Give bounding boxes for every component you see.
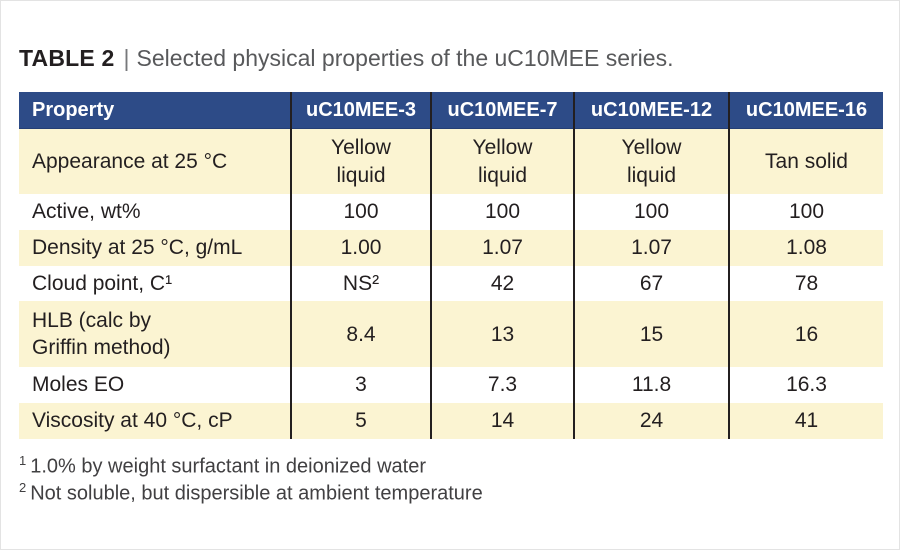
table-title-label: TABLE 2 [19,45,115,71]
value-cell: NS² [290,265,431,302]
value-cell: 67 [573,265,729,302]
value-cell: 100 [430,194,574,230]
value-cell: 100 [728,194,883,230]
value-cell: 1.07 [430,229,574,266]
value-cell: 8.4 [290,301,431,368]
value-cell: 14 [430,403,574,439]
property-cell: Active, wt% [32,200,141,224]
table-row: Cloud point, C¹ NS² 42 67 78 [19,265,883,302]
table-body: Appearance at 25 °C Yellow liquid Yellow l… [19,128,883,439]
value-cell: Yellow liquid [430,128,574,195]
column-header: uC10MEE-12 [573,91,729,129]
table-row: Moles EO 3 7.3 11.8 16.3 [19,367,883,404]
value-cell: Yellow liquid [573,128,729,195]
value-cell: 100 [573,194,729,230]
content-area: TABLE 2 | Selected physical properties of … [1,1,899,507]
table-row: Active, wt% 100 100 100 100 [19,194,883,230]
property-cell: Density at 25 °C, g/mL [32,235,243,259]
table-row: Appearance at 25 °C Yellow liquid Yellow l… [19,128,883,195]
value-cell: 13 [430,301,574,368]
table-title-separator: | [123,45,130,71]
table-row: HLB (calc by Griffin method) 8.4 13 15 16 [19,301,883,368]
value-cell: 11.8 [573,367,729,404]
value-cell: 78 [728,265,883,302]
table-row: Density at 25 °C, g/mL 1.00 1.07 1.07 1.08 [19,229,883,266]
value-cell: 41 [728,403,883,439]
value-cell: 100 [290,194,431,230]
value-cell: 1.07 [573,229,729,266]
table-title: TABLE 2 | Selected physical properties of … [19,44,881,73]
footnote-2-text: Not soluble, but dispersible at ambient … [30,482,483,505]
column-header-property: Property [19,91,291,129]
property-cell: Cloud point, C¹ [32,271,173,295]
property-cell: Moles EO [32,373,125,397]
value-cell: 16.3 [728,367,883,404]
footnote-1-marker: 1 [19,452,27,468]
value-cell: 16 [728,301,883,368]
property-cell: HLB (calc by Griffin method) [32,308,171,360]
property-cell: Appearance at 25 °C [32,149,228,173]
header-row: Property uC10MEE-3 uC10MEE-7 uC10MEE-12 uC10… [19,91,883,129]
value-cell: Yellow liquid [290,128,431,195]
column-header: uC10MEE-16 [728,91,883,129]
property-cell: Viscosity at 40 °C, cP [32,409,233,433]
properties-table: Property uC10MEE-3 uC10MEE-7 uC10MEE-12 uC10… [19,91,883,439]
column-header: uC10MEE-3 [290,91,431,129]
value-cell: 24 [573,403,729,439]
value-cell: 42 [430,265,574,302]
footnote-2: 2 Not soluble, but dispersible at ambient… [19,480,881,507]
value-cell: 5 [290,403,431,439]
value-cell: 3 [290,367,431,404]
table-title-text: Selected physical properties of the uC10… [136,45,674,71]
value-cell: 15 [573,301,729,368]
footnotes: 1 1.0% by weight surfactant in deionized … [19,453,881,508]
column-header: uC10MEE-7 [430,91,574,129]
value-cell: 7.3 [430,367,574,404]
value-cell: Tan solid [728,128,883,195]
footnote-2-marker: 2 [19,480,27,496]
footnote-1: 1 1.0% by weight surfactant in deionized … [19,453,881,480]
value-cell: 1.08 [728,229,883,266]
value-cell: 1.00 [290,229,431,266]
table-row: Viscosity at 40 °C, cP 5 14 24 41 [19,403,883,439]
footnote-1-text: 1.0% by weight surfactant in deionized w… [30,455,427,478]
